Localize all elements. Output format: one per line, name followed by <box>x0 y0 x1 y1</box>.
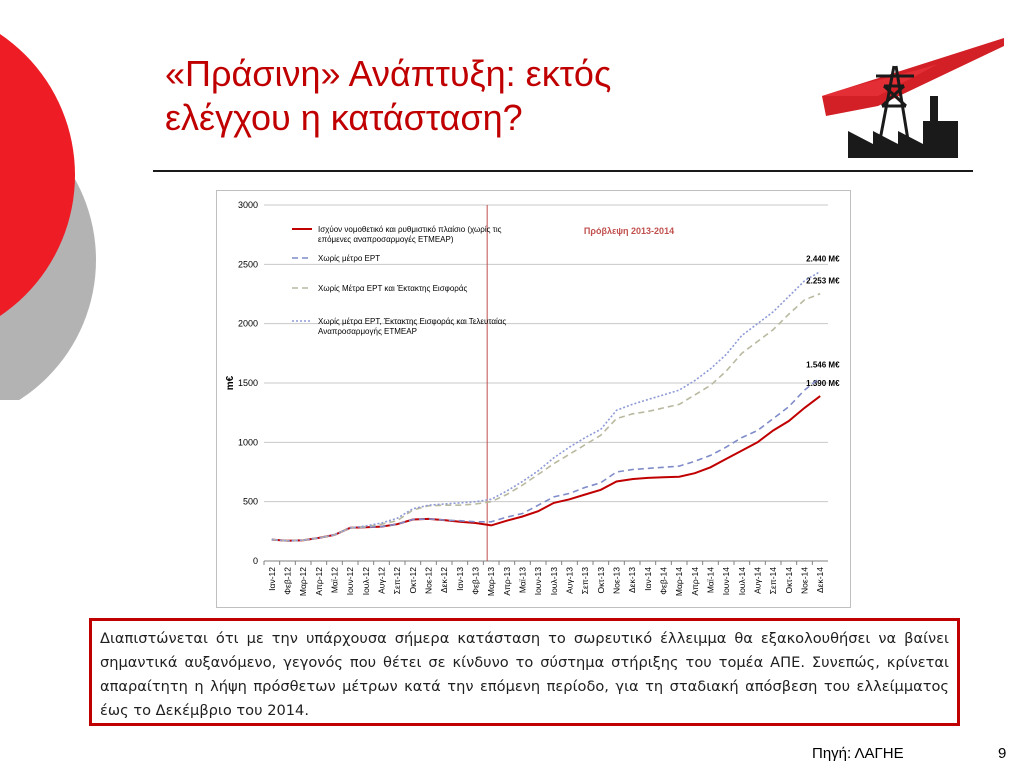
y-tick-label: 2500 <box>238 259 258 269</box>
x-tick-label: Ιουλ-12 <box>361 567 371 596</box>
x-tick-label: Οκτ-14 <box>784 567 794 594</box>
x-tick-label: Νοε-14 <box>800 567 810 594</box>
x-tick-label: Νοε-13 <box>612 567 622 594</box>
x-tick-label: Δεκ-13 <box>627 567 637 593</box>
x-tick-label: Φεβ-12 <box>283 567 293 595</box>
x-tick-label: Φεβ-14 <box>659 567 669 595</box>
x-tick-label: Αυγ-14 <box>753 567 763 594</box>
x-tick-label: Απρ-14 <box>690 567 700 596</box>
x-tick-label: Μαρ-14 <box>674 567 684 596</box>
source-label: Πηγή: ΛΑΓΗΕ <box>812 745 904 762</box>
line-chart: 0 500 1000 1500 2000 2500 3000 m€ Ιαν-12 Φεβ-12 Μα… <box>225 200 840 596</box>
legend-entry: Χωρίς μέτρα ΕΡΤ, Έκτακτης Εισφοράς και Τ… <box>318 317 506 336</box>
x-tick-label: Οκτ-12 <box>408 567 418 594</box>
x-tick-label: Ιουν-14 <box>721 567 731 596</box>
end-value-label: 2.440 M€ <box>806 254 840 263</box>
end-value-label: 1.546 M€ <box>806 361 840 370</box>
legend-entry: Χωρίς Μέτρα ΕΡΤ και Έκτακτης Εισφοράς <box>318 284 467 293</box>
red-circle-decoration <box>0 34 75 316</box>
y-tick-label: 3000 <box>238 200 258 210</box>
x-tick-label: Δεκ-12 <box>439 567 449 593</box>
y-tick-label: 500 <box>243 497 258 507</box>
x-tick-label: Ιαν-12 <box>267 567 277 591</box>
x-tick-label: Ιουν-12 <box>345 567 355 596</box>
pylon-factory-icon <box>822 38 1004 158</box>
series-line <box>271 376 821 542</box>
x-tick-label: Σεπ-12 <box>392 567 402 594</box>
x-tick-label: Μαρ-13 <box>486 567 496 596</box>
y-tick-label: 2000 <box>238 319 258 329</box>
legend-entry: Ισχύον νομοθετικό και ρυθμιστικό πλαίσιο… <box>318 225 502 244</box>
x-tick-label: Ιαν-14 <box>643 567 653 591</box>
y-tick-label: 1000 <box>238 437 258 447</box>
title-line-1: «Πράσινη» Ανάπτυξη: εκτός <box>165 53 612 94</box>
title-divider <box>153 170 973 172</box>
y-axis-label: m€ <box>225 375 236 390</box>
x-tick-label: Απρ-13 <box>502 567 512 596</box>
x-tick-label: Μαϊ-13 <box>518 567 528 593</box>
slide-title: «Πράσινη» Ανάπτυξη: εκτός ελέγχου η κατά… <box>165 52 765 140</box>
y-tick-label: 0 <box>253 556 258 566</box>
x-tick-label: Μαϊ-12 <box>330 567 340 593</box>
x-tick-label: Ιουλ-14 <box>737 567 747 596</box>
x-tick-label: Μαρ-12 <box>298 567 308 596</box>
x-tick-label: Ιουν-13 <box>533 567 543 596</box>
x-tick-label: Απρ-12 <box>314 567 324 596</box>
decorative-circles <box>0 34 96 400</box>
x-tick-label: Δεκ-14 <box>815 567 825 593</box>
x-tick-label: Οκτ-13 <box>596 567 606 594</box>
end-value-label: 2.253 M€ <box>806 277 840 286</box>
x-tick-label: Αυγ-13 <box>565 567 575 594</box>
title-line-2: ελέγχου η κατάσταση? <box>165 97 523 138</box>
x-tick-label: Ιουλ-13 <box>549 567 559 596</box>
y-tick-label: 1500 <box>238 378 258 388</box>
x-tick-label: Ιαν-13 <box>455 567 465 591</box>
legend-entry: Χωρίς μέτρο ΕΡΤ <box>318 254 380 263</box>
conclusion-note: Διαπιστώνεται ότι με την υπάρχουσα σήμερ… <box>89 618 960 726</box>
x-tick-label: Σεπ-14 <box>768 567 778 594</box>
page-number: 9 <box>998 745 1007 762</box>
chart-container: 0 500 1000 1500 2000 2500 3000 m€ Ιαν-12 Φεβ-12 Μα… <box>216 190 851 608</box>
x-tick-label: Φεβ-13 <box>471 567 481 595</box>
end-value-label: 1.390 M€ <box>806 379 840 388</box>
x-tick-label: Σεπ-13 <box>580 567 590 594</box>
series-line <box>271 270 821 542</box>
x-tick-label: Νοε-12 <box>424 567 434 594</box>
forecast-label: Πρόβλεψη 2013-2014 <box>584 226 674 236</box>
x-tick-label: Μαϊ-14 <box>706 567 716 593</box>
x-tick-label: Αυγ-12 <box>377 567 387 594</box>
